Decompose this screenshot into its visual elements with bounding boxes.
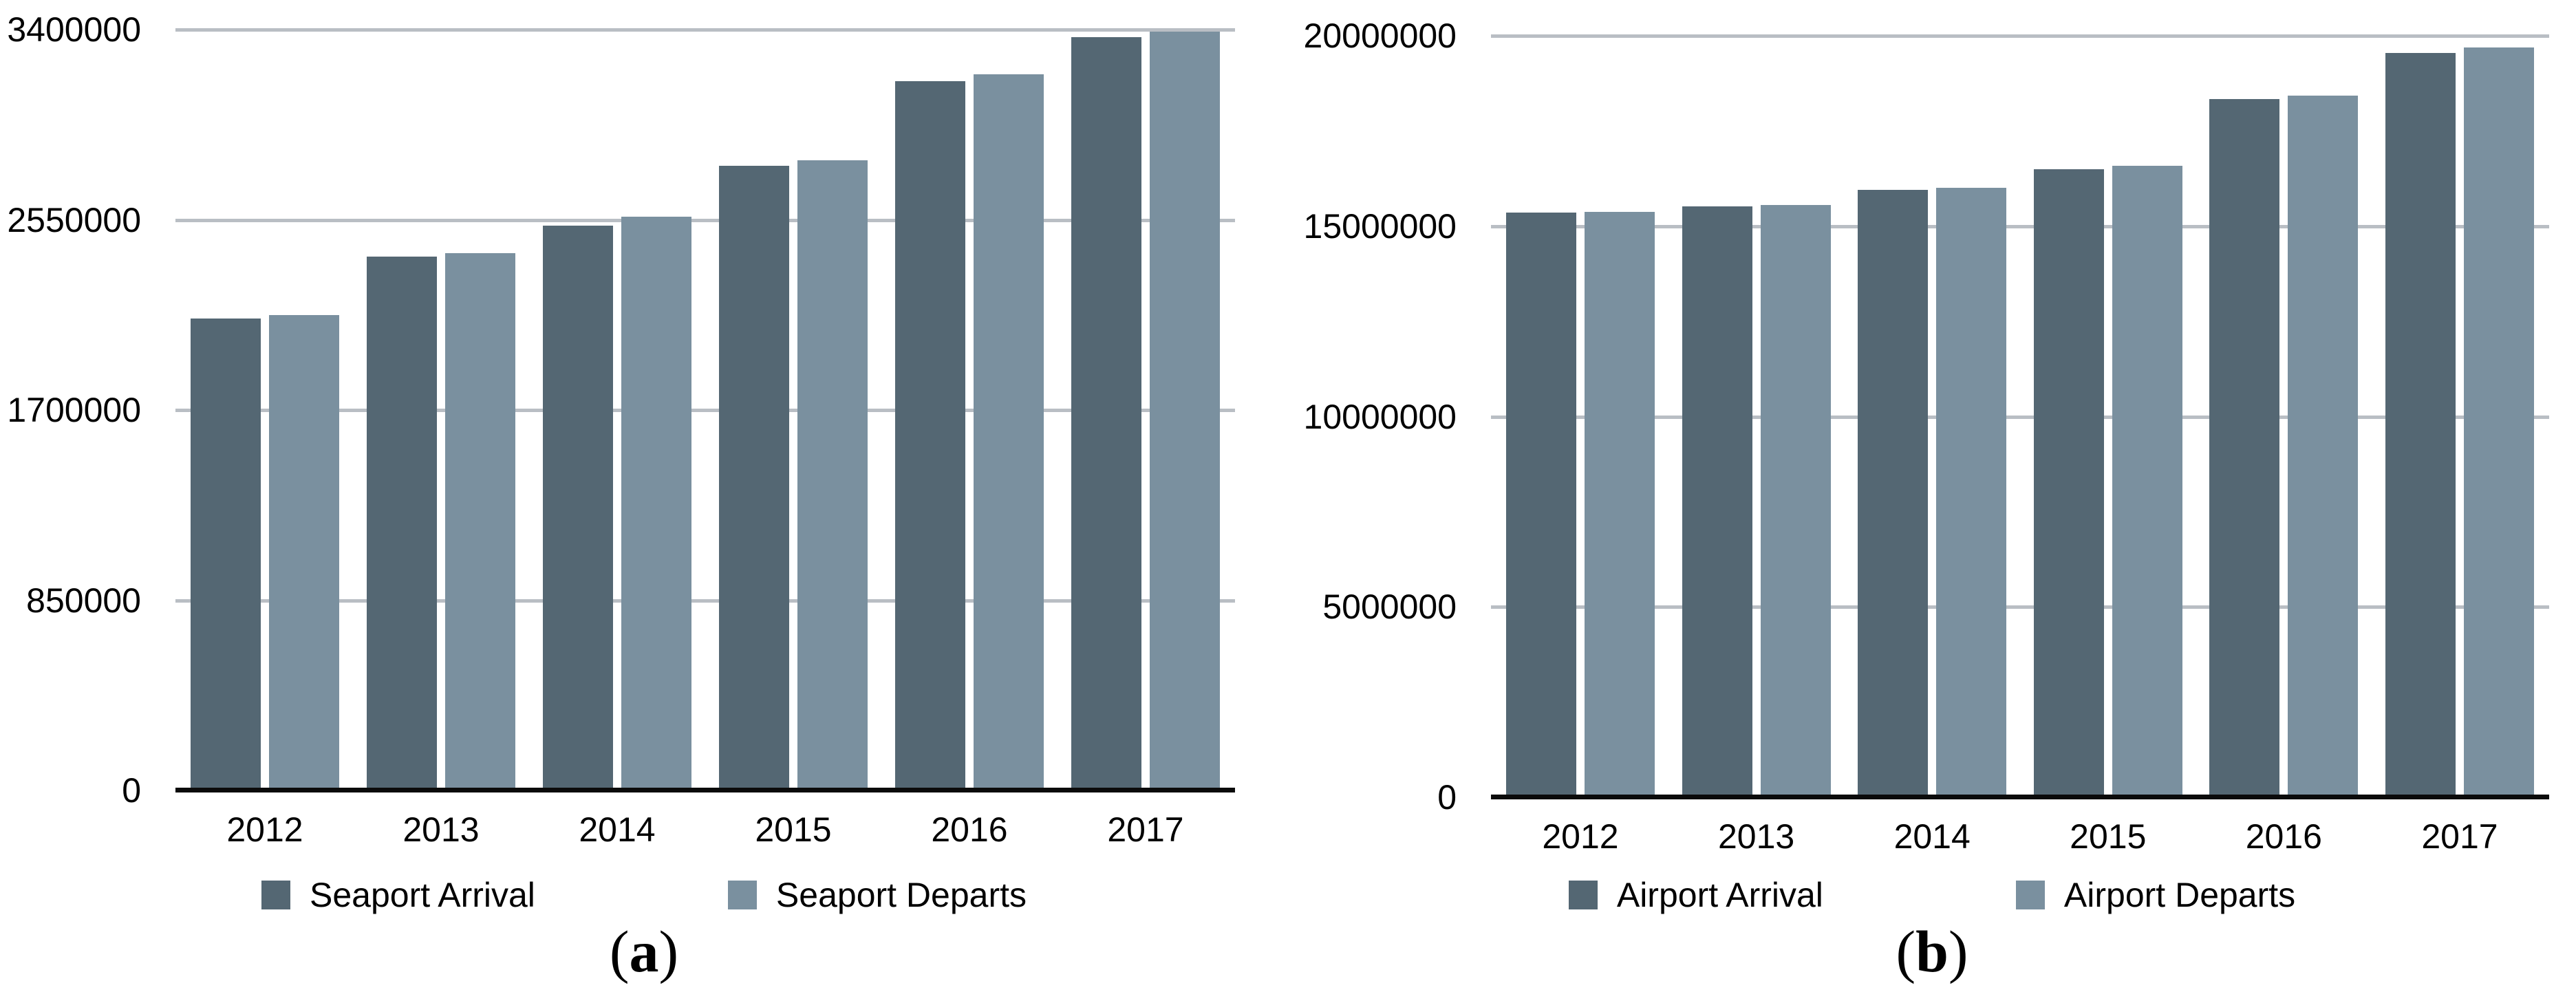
- panel-caption: (a): [609, 918, 679, 984]
- airport-chart-panel-b: 20000000 15000000 10000000 5000000 0 2012 201…: [1288, 0, 2576, 1003]
- gridline: [175, 28, 1235, 32]
- legend-swatch-arrival: [1568, 881, 1598, 909]
- x-axis-year-label: 2017: [2421, 817, 2498, 856]
- y-axis-tick-label: 20000000: [1303, 17, 1457, 55]
- x-axis-labels: 2012 2013 2014 2015 2016 2017: [1491, 817, 2549, 856]
- gridline: [175, 598, 1235, 603]
- bar-airport-arrival-2014: [1858, 190, 1929, 797]
- legend-label: Airport Departs: [2063, 876, 2296, 914]
- bar-seaport-arrival-2017: [1071, 37, 1141, 790]
- bar-airport-departs-2012: [1585, 211, 1655, 797]
- bar-airport-departs-2013: [1760, 205, 1831, 797]
- gridline: [175, 409, 1235, 412]
- bars-layer: [1491, 36, 2549, 797]
- y-axis-tick-label: 10000000: [1303, 397, 1457, 436]
- x-axis-line: [175, 788, 1235, 792]
- bar-group-2017: [2385, 36, 2534, 797]
- bar-seaport-arrival-2015: [719, 166, 789, 790]
- bar-airport-arrival-2012: [1506, 213, 1576, 797]
- y-axis-tick-label: 0: [122, 771, 141, 810]
- legend-label: Airport Arrival: [1616, 876, 1823, 914]
- legend-swatch-arrival: [261, 881, 290, 909]
- bar-seaport-arrival-2012: [191, 318, 261, 790]
- bar-airport-arrival-2016: [2209, 99, 2280, 797]
- bar-seaport-departs-2013: [445, 253, 515, 790]
- x-axis-year-label: 2013: [1717, 817, 1795, 856]
- bar-group-2017: [1071, 30, 1220, 790]
- y-axis-tick-label: 1700000: [7, 391, 141, 429]
- bar-seaport-arrival-2014: [543, 225, 613, 790]
- bar-seaport-departs-2016: [974, 74, 1044, 790]
- plot-area: 20000000 15000000 10000000 5000000 0: [1304, 17, 2549, 817]
- bar-airport-departs-2016: [2288, 96, 2359, 797]
- bar-seaport-departs-2017: [1150, 32, 1220, 790]
- legend: Seaport Arrival Seaport Departs: [0, 876, 1288, 914]
- y-axis-tick-label: 3400000: [7, 10, 141, 49]
- bar-group-2016: [2209, 36, 2359, 797]
- bar-group-2013: [1682, 36, 1831, 797]
- x-axis-year-label: 2015: [2070, 817, 2147, 856]
- legend-item: Seaport Departs: [727, 876, 1027, 914]
- gridline: [1491, 224, 2549, 228]
- x-axis-labels: 2012 2013 2014 2015 2016 2017: [175, 810, 1235, 850]
- bar-group-2014: [1858, 36, 2007, 797]
- y-axis-tick-label: 15000000: [1303, 206, 1457, 246]
- y-axis-tick-label: 2550000: [7, 200, 141, 239]
- seaport-chart-panel-a: 3400000 2550000 1700000 850000 0 2012 2013 201…: [0, 10, 1288, 984]
- plot-area: 3400000 2550000 1700000 850000 0: [7, 10, 1235, 810]
- gridline: [1491, 415, 2549, 419]
- y-axis-tick-label: 5000000: [1322, 587, 1457, 627]
- legend-item: Airport Arrival: [1568, 876, 1823, 914]
- legend: Airport Arrival Airport Departs: [1288, 876, 2576, 914]
- gridline: [1491, 605, 2549, 610]
- legend-label: Seaport Arrival: [309, 876, 535, 914]
- bar-airport-departs-2015: [2112, 165, 2182, 797]
- x-axis-year-label: 2012: [226, 810, 303, 849]
- bar-group-2013: [367, 30, 515, 790]
- x-axis-line: [1491, 795, 2549, 799]
- legend-item: Airport Departs: [2015, 876, 2296, 914]
- bar-airport-arrival-2015: [2033, 169, 2104, 797]
- x-axis-year-label: 2013: [402, 810, 480, 849]
- bar-airport-arrival-2013: [1682, 206, 1752, 797]
- bar-group-2012: [191, 30, 339, 790]
- x-axis-year-label: 2014: [579, 810, 656, 849]
- bar-seaport-departs-2014: [621, 216, 691, 790]
- y-axis-tick-label: 850000: [26, 581, 141, 620]
- gridline: [1491, 34, 2549, 38]
- x-axis-year-label: 2012: [1542, 817, 1619, 856]
- x-axis-year-label: 2015: [755, 810, 832, 849]
- bar-group-2015: [2033, 36, 2182, 797]
- panel-caption: (b): [1896, 918, 1968, 984]
- legend-swatch-departs: [2015, 881, 2045, 909]
- x-axis-year-label: 2014: [1893, 817, 1971, 856]
- bar-group-2016: [895, 30, 1044, 790]
- bar-seaport-arrival-2013: [367, 257, 437, 790]
- bar-airport-departs-2014: [1936, 187, 2007, 797]
- bar-airport-departs-2017: [2463, 47, 2534, 797]
- x-axis-year-label: 2016: [2245, 817, 2322, 856]
- y-axis-tick-label: 0: [1437, 778, 1457, 817]
- legend-label: Seaport Departs: [775, 876, 1027, 914]
- legend-swatch-departs: [727, 881, 757, 909]
- bar-seaport-departs-2015: [797, 160, 868, 790]
- bar-group-2014: [543, 30, 691, 790]
- bar-airport-arrival-2017: [2385, 53, 2456, 797]
- legend-item: Seaport Arrival: [261, 876, 535, 914]
- bars-layer: [175, 30, 1235, 790]
- bar-group-2015: [719, 30, 868, 790]
- x-axis-year-label: 2017: [1107, 810, 1184, 849]
- bar-group-2012: [1506, 36, 1655, 797]
- gridline: [175, 218, 1235, 222]
- bar-seaport-departs-2012: [269, 314, 339, 790]
- x-axis-year-label: 2016: [931, 810, 1008, 849]
- bar-seaport-arrival-2016: [895, 80, 965, 790]
